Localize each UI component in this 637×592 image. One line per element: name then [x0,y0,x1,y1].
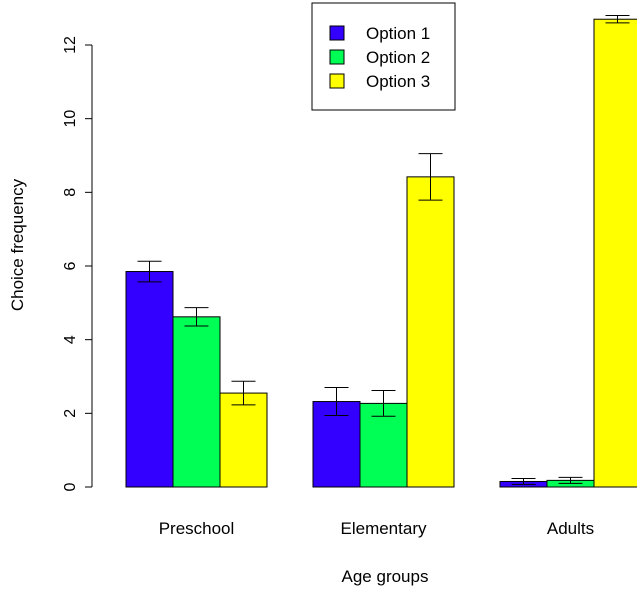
bar-option-1-preschool [125,271,174,488]
error-bar [231,380,256,406]
y-tick-label: 0 [62,482,79,491]
y-tick-label: 2 [62,409,79,418]
y-axis-label: Choice frequency [8,178,27,311]
x-category-label: Adults [547,519,594,538]
error-bar [324,387,349,417]
error-bar [605,15,630,24]
error-bars [137,15,630,485]
error-bar [137,260,162,283]
error-bar [558,476,583,484]
bar-option-3-adults [593,18,637,488]
y-tick-label: 10 [62,110,79,128]
y-tick-label: 6 [62,261,79,270]
y-tick-label: 12 [62,36,79,54]
error-bar [184,307,209,327]
bars [125,18,637,488]
x-category-label: Elementary [341,519,427,538]
legend-label: Option 3 [366,72,430,91]
legend-swatch [329,73,345,89]
x-category-labels: Preschool Elementary Adults [159,519,594,538]
bar-option-2-preschool [172,316,221,488]
legend-label: Option 2 [366,48,430,67]
legend-label: Option 1 [366,24,430,43]
error-bar [371,389,396,417]
y-tick-label: 4 [62,335,79,344]
legend-swatch [329,25,345,41]
error-bar [511,478,536,485]
error-bar [418,153,443,201]
x-category-label: Preschool [159,519,235,538]
bar-option-3-elementary [406,176,455,488]
legend-swatch [329,49,345,65]
legend: Option 1 Option 2 Option 3 [311,2,456,111]
bar-option-3-preschool [219,392,268,488]
y-axis: 0 2 4 6 8 10 12 [62,36,93,491]
y-tick-label: 8 [62,188,79,197]
x-axis-label: Age groups [342,567,429,586]
